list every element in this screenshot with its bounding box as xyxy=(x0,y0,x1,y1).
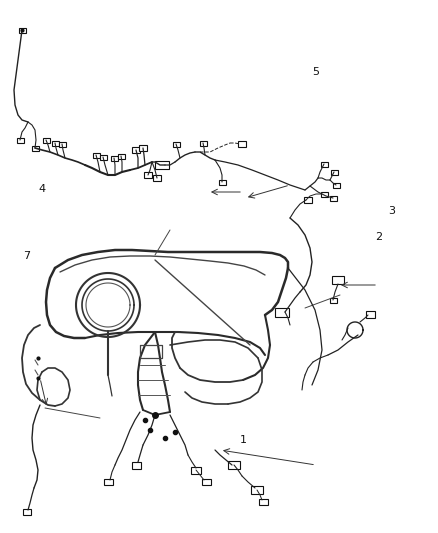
Bar xyxy=(59,141,66,147)
Bar xyxy=(228,461,240,469)
Bar xyxy=(275,308,289,317)
Bar xyxy=(304,197,312,203)
Text: 7: 7 xyxy=(23,251,30,261)
Bar xyxy=(131,462,141,469)
Bar xyxy=(332,182,339,188)
Bar xyxy=(18,28,25,33)
Bar xyxy=(191,466,201,473)
Bar xyxy=(329,297,336,303)
Bar xyxy=(99,155,106,159)
Text: 1: 1 xyxy=(240,435,247,445)
Bar xyxy=(331,169,338,174)
Text: 2: 2 xyxy=(375,232,382,242)
Bar xyxy=(92,152,99,157)
Text: 3: 3 xyxy=(389,206,396,215)
Bar xyxy=(201,479,211,485)
Bar xyxy=(23,509,31,515)
Bar xyxy=(42,138,49,142)
Bar xyxy=(199,141,206,146)
Bar xyxy=(173,141,180,147)
Bar xyxy=(258,499,268,505)
Bar xyxy=(153,175,161,181)
Bar xyxy=(32,146,39,150)
Bar xyxy=(365,311,374,318)
Bar xyxy=(219,180,226,184)
Bar xyxy=(329,196,336,200)
Bar xyxy=(52,141,59,146)
Bar xyxy=(332,276,344,284)
Bar xyxy=(321,161,328,166)
Bar xyxy=(238,141,246,147)
Bar xyxy=(155,161,169,169)
Bar xyxy=(103,479,113,485)
Text: 4: 4 xyxy=(38,184,45,194)
Text: 5: 5 xyxy=(312,67,319,77)
Bar xyxy=(117,154,124,158)
Bar xyxy=(144,172,152,178)
Bar xyxy=(17,138,24,142)
Bar xyxy=(321,191,328,197)
Bar xyxy=(110,156,117,160)
Bar xyxy=(139,145,147,151)
Bar xyxy=(251,486,263,494)
Bar xyxy=(132,147,140,153)
